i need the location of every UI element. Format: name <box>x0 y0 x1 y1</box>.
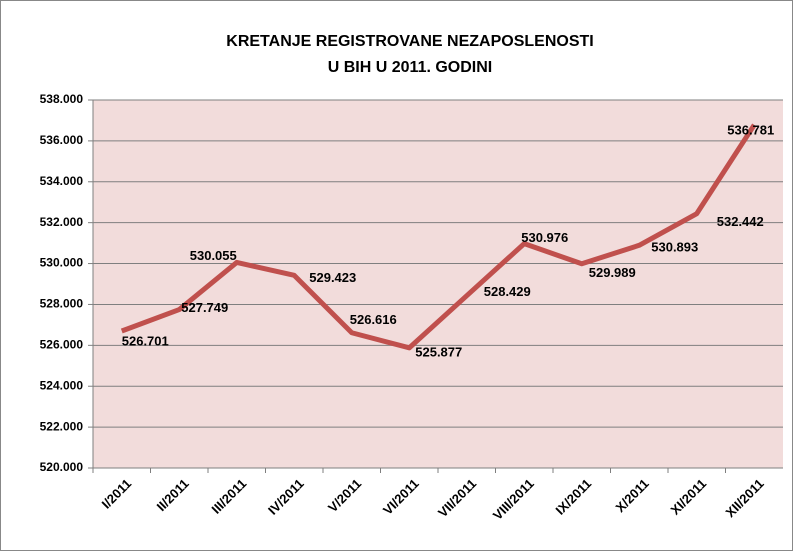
data-label: 526.616 <box>350 312 397 327</box>
data-label: 529.989 <box>589 265 636 280</box>
data-label: 530.893 <box>651 240 698 255</box>
y-tick-label: 536.000 <box>40 133 84 147</box>
data-label: 525.877 <box>415 344 462 359</box>
plot-area <box>93 100 783 468</box>
data-label: 529.423 <box>309 270 356 285</box>
data-label: 530.976 <box>521 230 568 245</box>
data-label: 536.781 <box>727 122 774 137</box>
y-tick-label: 520.000 <box>40 460 84 474</box>
y-tick-label: 522.000 <box>40 419 84 433</box>
data-label: 528.429 <box>484 284 531 299</box>
y-tick-label: 532.000 <box>40 215 84 229</box>
y-tick-label: 530.000 <box>40 256 84 270</box>
data-label: 532.442 <box>717 214 764 229</box>
y-tick-label: 526.000 <box>40 338 84 352</box>
data-label: 527.749 <box>181 300 228 315</box>
y-tick-label: 538.000 <box>40 92 84 106</box>
chart-title: U BIH U 2011. GODINI <box>328 59 493 76</box>
data-label: 526.701 <box>122 333 169 348</box>
y-tick-label: 528.000 <box>40 297 84 311</box>
line <box>120 123 757 351</box>
data-label: 530.055 <box>190 248 237 263</box>
y-tick-label: 534.000 <box>40 174 84 188</box>
y-tick-label: 524.000 <box>40 378 84 392</box>
chart-title: KRETANJE REGISTROVANE NEZAPOSLENOSTI <box>226 33 593 50</box>
